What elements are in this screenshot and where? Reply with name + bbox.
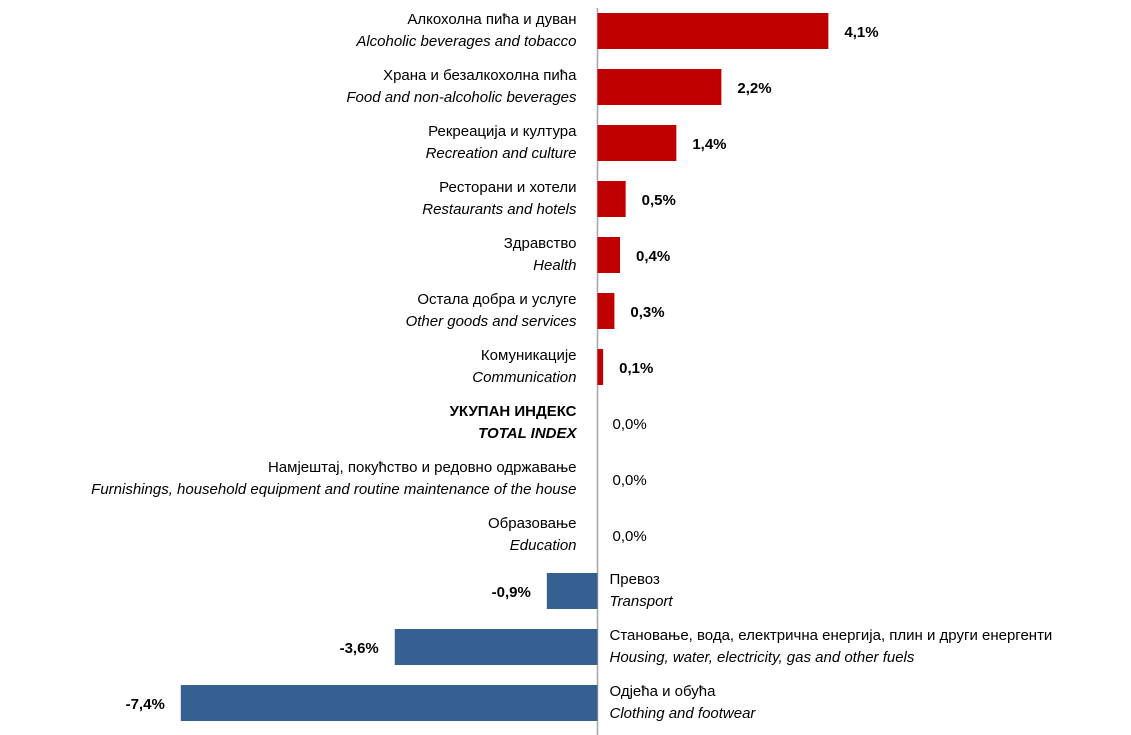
category-label: Одјећа и обућа [610,683,717,700]
category-label: УКУПАН ИНДЕКС [450,403,577,420]
category-label: Ресторани и хотели [439,179,576,196]
category-label: Рекреација и култура [428,123,577,140]
value-label: 0,5% [642,192,676,209]
value-label: 0,1% [619,360,653,377]
bar [597,181,626,217]
category-label-en: Furnishings, household equipment and rou… [91,481,576,498]
bar [597,69,722,105]
value-label: 4,1% [844,24,878,41]
category-label: Становање, вода, електрична енергија, пл… [610,627,1053,644]
value-label: 2,2% [737,80,771,97]
category-label-en: Food and non-alcoholic beverages [346,89,577,106]
category-label: Намјештај, покућство и редовно одржавање [268,459,577,476]
category-label-en: Housing, water, electricity, gas and oth… [610,649,915,666]
value-label: 0,0% [613,472,647,489]
value-label: 0,3% [630,304,664,321]
category-label-en: Restaurants and hotels [422,201,577,218]
category-label-en: Health [533,257,576,274]
category-label-en: Transport [610,593,674,610]
category-label: Остала добра и услуге [417,291,576,308]
value-label: 0,0% [613,528,647,545]
bar [597,293,615,329]
category-label-en: Communication [472,369,576,386]
category-label: Алкохолна пића и дуван [407,11,576,28]
value-label: 0,0% [613,416,647,433]
category-label-en: Clothing and footwear [610,705,757,722]
value-label: -3,6% [340,640,379,657]
bar [546,573,598,609]
value-label: -7,4% [126,696,165,713]
value-label: 1,4% [692,136,726,153]
category-label: Храна и безалкохолна пића [383,67,577,84]
category-label-en: Recreation and culture [426,145,577,162]
category-label: Образовање [488,515,577,532]
category-label-en: Alcoholic beverages and tobacco [355,33,576,50]
bar [597,13,829,49]
category-label: Превоз [610,571,660,588]
bar [394,629,598,665]
category-label-en: TOTAL INDEX [478,425,577,442]
category-label-en: Education [510,537,577,554]
bar [597,349,604,385]
category-label-en: Other goods and services [406,313,577,330]
bar [597,237,621,273]
bar [597,125,677,161]
category-label: Комуникације [481,347,577,364]
value-label: -0,9% [492,584,531,601]
value-label: 0,4% [636,248,670,265]
category-label: Здравство [504,235,577,252]
bar [180,685,598,721]
